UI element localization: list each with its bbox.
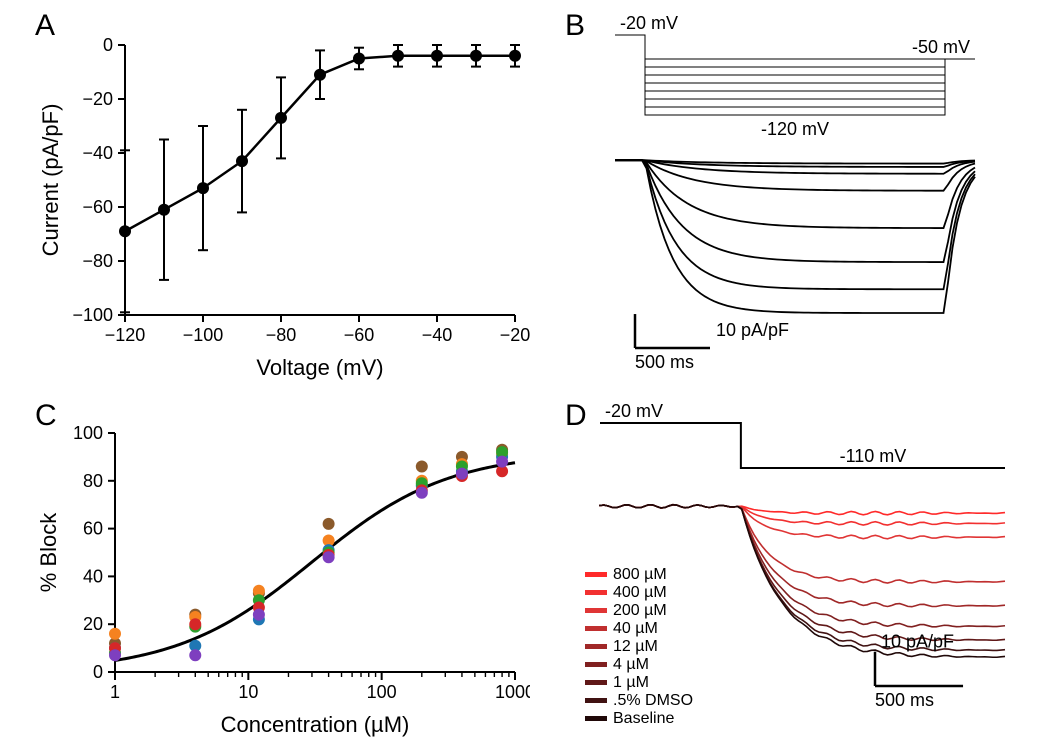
panel-label-b: B (565, 9, 585, 42)
current-trace (615, 160, 975, 228)
panel-d: D -20 mV -110 mV 800 µM400 µM200 µM40 µM12 … (560, 395, 1030, 740)
dose-point (416, 487, 428, 499)
dose-point (109, 649, 121, 661)
dose-point (109, 628, 121, 640)
legend-swatch (585, 716, 607, 721)
svg-text:−20: −20 (500, 325, 530, 345)
svg-text:10: 10 (238, 682, 258, 702)
iv-marker (314, 69, 326, 81)
iv-marker (236, 155, 248, 167)
scalebar-x-label: 500 ms (635, 352, 694, 372)
legend-swatch (585, 626, 607, 631)
iv-marker (392, 50, 404, 62)
svg-text:−20: −20 (82, 89, 113, 109)
legend-label: 400 µM (613, 584, 667, 601)
svg-text:1000: 1000 (495, 682, 530, 702)
panel-label-d: D (565, 399, 587, 432)
legend-label: Baseline (613, 710, 674, 727)
ylabel-c: % Block (36, 512, 61, 592)
dose-point (189, 649, 201, 661)
legend-label: 4 µM (613, 656, 649, 673)
panel-c: C 0 20 40 60 80 100 1 10 100 1000 Concentration (µM… (30, 395, 530, 740)
svg-text:−40: −40 (82, 143, 113, 163)
svg-text:-110 mV: -110 mV (840, 446, 907, 466)
svg-text:100: 100 (73, 423, 103, 443)
panel-label-c: C (35, 399, 57, 432)
legend-label: 200 µM (613, 602, 667, 619)
iv-marker (353, 53, 365, 65)
svg-text:80: 80 (83, 471, 103, 491)
svg-text:1: 1 (110, 682, 120, 702)
iv-marker (119, 225, 131, 237)
dose-point (323, 551, 335, 563)
panel-b: B -20 mV -50 mV -120 mV 10 pA/pF 500 ms (560, 5, 1030, 385)
iv-marker (509, 50, 521, 62)
svg-text:0: 0 (93, 662, 103, 682)
legend-label: 800 µM (613, 566, 667, 583)
svg-text:−60: −60 (344, 325, 375, 345)
iv-marker (275, 112, 287, 124)
legend-swatch (585, 572, 607, 577)
svg-text:0: 0 (103, 35, 113, 55)
svg-text:-20 mV: -20 mV (620, 13, 678, 33)
legend-swatch (585, 698, 607, 703)
iv-marker (158, 204, 170, 216)
current-trace (615, 160, 975, 262)
scalebar-y-label: 10 pA/pF (716, 320, 789, 340)
svg-text:−40: −40 (422, 325, 453, 345)
hill-fit (115, 463, 515, 661)
svg-text:−120: −120 (105, 325, 146, 345)
legend-swatch (585, 608, 607, 613)
ylabel-a: Current (pA/pF) (38, 104, 63, 257)
svg-text:−80: −80 (82, 251, 113, 271)
legend-label: 12 µM (613, 638, 658, 655)
svg-text:−60: −60 (82, 197, 113, 217)
svg-text:-50 mV: -50 mV (912, 37, 970, 57)
svg-text:−100: −100 (72, 305, 113, 325)
figure-root: A−120−100−80−60−40−20−100−80−60−40−200Vo… (0, 0, 1050, 746)
iv-marker (470, 50, 482, 62)
svg-text:100: 100 (367, 682, 397, 702)
legend-swatch (585, 680, 607, 685)
legend-swatch (585, 662, 607, 667)
dose-point (323, 518, 335, 530)
xlabel-c: Concentration (µM) (221, 712, 410, 737)
dose-point (253, 609, 265, 621)
xlabel-a: Voltage (mV) (256, 355, 383, 380)
legend-swatch (585, 644, 607, 649)
svg-text:-20 mV: -20 mV (605, 401, 663, 421)
scalebar-y-label-d: 10 pA/pF (881, 632, 954, 652)
dose-point (189, 618, 201, 630)
current-trace (615, 160, 975, 289)
legend-label: 40 µM (613, 620, 658, 637)
svg-text:20: 20 (83, 614, 103, 634)
panel-label-a: A (35, 9, 55, 42)
dose-point (416, 460, 428, 472)
dose-point (496, 456, 508, 468)
svg-text:60: 60 (83, 519, 103, 539)
svg-text:−100: −100 (183, 325, 224, 345)
legend-swatch (585, 590, 607, 595)
iv-marker (431, 50, 443, 62)
dose-trace (600, 505, 1005, 515)
iv-marker (197, 182, 209, 194)
svg-text:−80: −80 (266, 325, 297, 345)
legend-label: 1 µM (613, 674, 649, 691)
scalebar-x-label-d: 500 ms (875, 690, 934, 710)
svg-text:-120 mV: -120 mV (761, 119, 829, 139)
svg-text:40: 40 (83, 566, 103, 586)
legend-label: .5% DMSO (613, 692, 693, 709)
panel-a: A−120−100−80−60−40−20−100−80−60−40−200Vo… (30, 5, 530, 385)
dose-point (456, 468, 468, 480)
